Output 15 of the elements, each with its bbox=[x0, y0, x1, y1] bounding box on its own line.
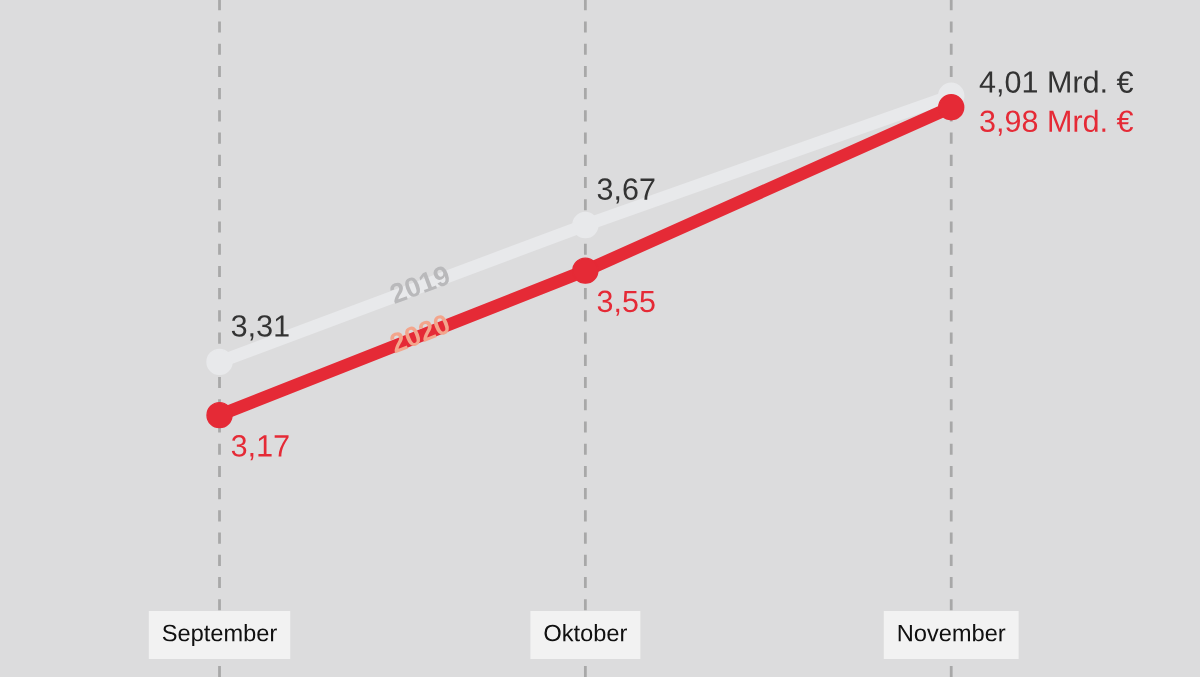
data-label: 4,01 Mrd. € bbox=[979, 70, 1134, 97]
data-label: 3,98 Mrd. € bbox=[980, 109, 1134, 136]
point bbox=[938, 94, 965, 121]
x-tick-label: November bbox=[898, 624, 1006, 642]
data-label: 3,55 bbox=[597, 290, 655, 316]
data-label: 3,67 bbox=[597, 178, 655, 204]
point bbox=[206, 401, 233, 429]
x-tick-label: September bbox=[162, 624, 277, 647]
data-label: 3,17 bbox=[231, 435, 289, 461]
point bbox=[572, 211, 599, 239]
x-tick-label: Oktober bbox=[544, 624, 627, 642]
text: 2020 bbox=[388, 313, 452, 354]
point bbox=[572, 257, 599, 284]
data-label: 3,31 bbox=[231, 315, 289, 341]
point bbox=[206, 348, 233, 376]
